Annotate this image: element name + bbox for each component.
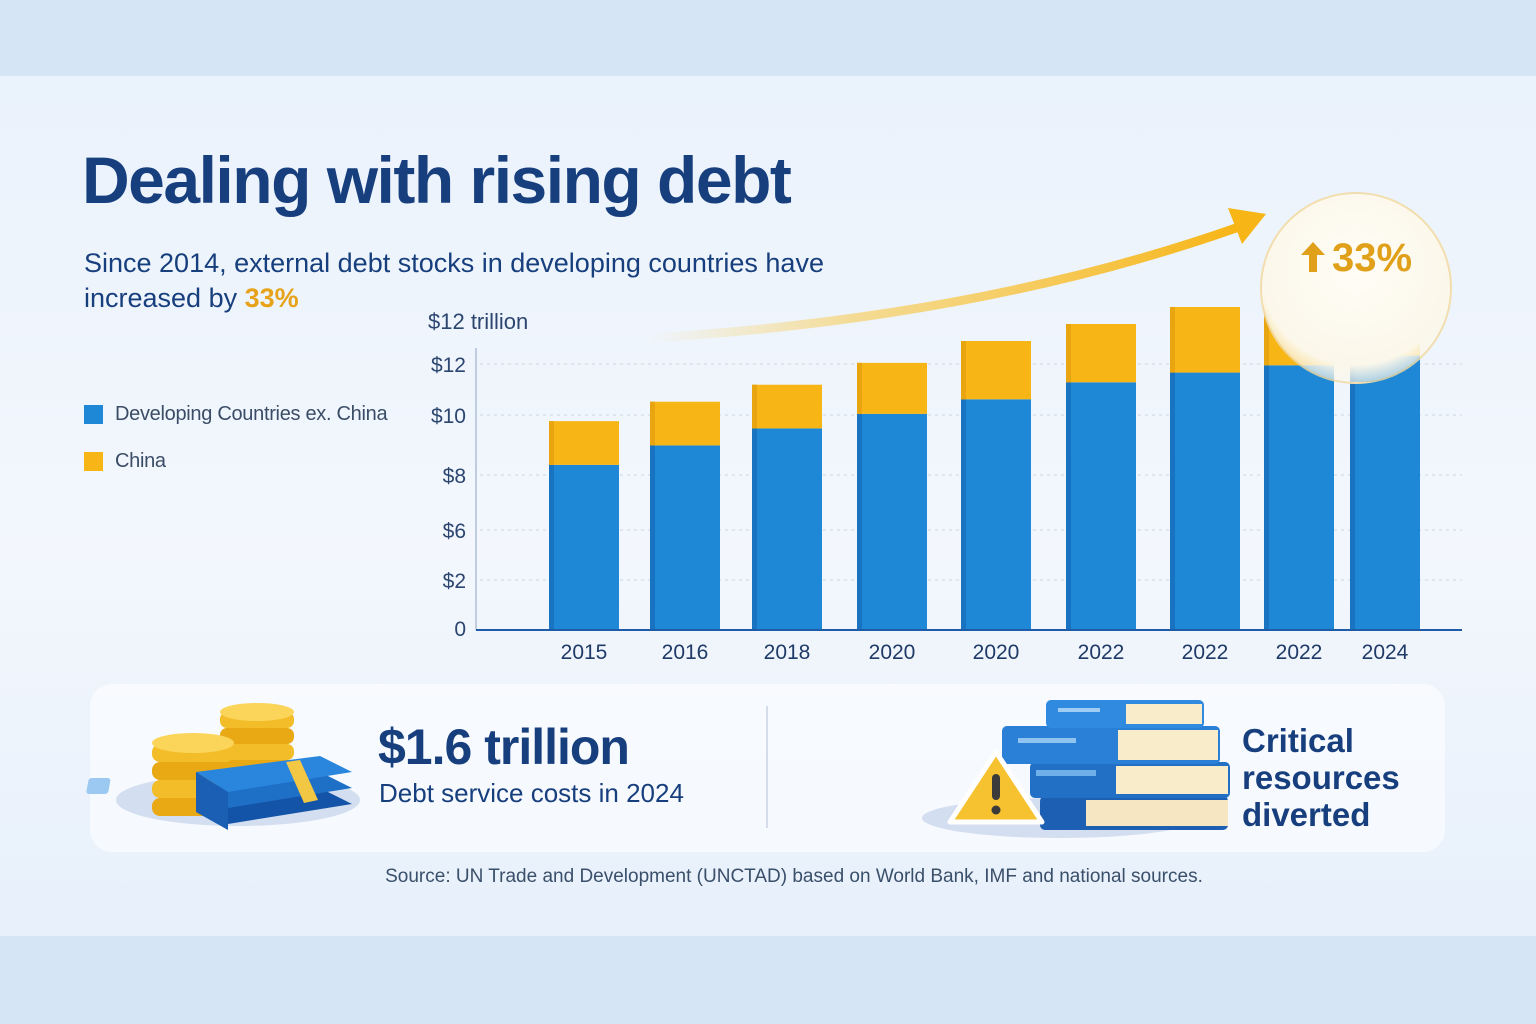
- y-axis-unit-label: $12 trillion: [428, 309, 528, 334]
- subtitle: Since 2014, external debt stocks in deve…: [84, 246, 864, 316]
- books-with-warning-icon: [947, 700, 1230, 830]
- legend-swatch-china: [84, 451, 103, 471]
- bar-developing-shade: [549, 464, 554, 630]
- stacked-bar-chart: 0 $2 $6 $8 $10 $12 $12 trillion 2015 2016 2018 202…: [428, 208, 1462, 664]
- bar-china: [1066, 324, 1136, 383]
- bar-china: [549, 421, 619, 465]
- y-tick-label: $8: [443, 465, 466, 488]
- debt-service-label: Debt service costs in 2024: [379, 778, 684, 808]
- bar-china: [961, 341, 1031, 400]
- bar-china: [1170, 307, 1240, 373]
- bar-developing-shade: [1264, 365, 1269, 630]
- increase-badge-value: 33%: [1331, 236, 1413, 280]
- x-tick-label: 2020: [973, 641, 1020, 664]
- bar-china: [650, 401, 720, 446]
- bar-developing-shade: [1350, 355, 1355, 630]
- trend-arrow-head-icon: [1228, 208, 1266, 244]
- legend-item-china: China: [84, 449, 387, 473]
- x-tick-label: 2022: [1182, 641, 1229, 664]
- source-note: Source: UN Trade and Development (UNCTAD…: [385, 866, 1203, 887]
- x-tick-label: 2015: [561, 641, 608, 664]
- bar-developing-shade: [650, 445, 655, 630]
- trend-arrow-line: [645, 223, 1241, 343]
- y-tick-label: $2: [443, 570, 466, 593]
- bar-developing: [1066, 382, 1136, 630]
- bar-developing-shade: [752, 428, 757, 630]
- bar-china-shade: [1066, 324, 1071, 383]
- bar-china: [857, 362, 927, 414]
- debt-service-value: $1.6 trillion: [378, 719, 630, 775]
- stats-divider: [766, 706, 768, 828]
- x-tick-label: 2020: [869, 641, 916, 664]
- bar-developing: [1264, 365, 1334, 630]
- chart-legend: Developing Countries ex. China China: [84, 402, 388, 496]
- x-tick-label: 2024: [1362, 641, 1409, 664]
- x-tick-label: 2016: [662, 641, 709, 664]
- bar-developing: [1350, 355, 1420, 630]
- x-tick-label: 2018: [764, 641, 811, 664]
- legend-label-developing: Developing Countries ex. China: [115, 402, 388, 425]
- legend-swatch-developing: [84, 404, 103, 424]
- impact-label: Critical resources diverted: [1242, 722, 1400, 833]
- bar-china-shade: [857, 362, 862, 414]
- bar-china-shade: [1170, 307, 1175, 373]
- bar-developing: [857, 413, 927, 630]
- bar-developing: [752, 428, 822, 630]
- chart-bars: [549, 282, 1420, 630]
- bar-china-shade: [752, 384, 757, 429]
- bar-developing: [549, 464, 619, 630]
- bar-developing: [961, 399, 1031, 630]
- bar-developing: [1170, 372, 1240, 630]
- bar-china: [752, 384, 822, 429]
- bar-developing: [650, 445, 720, 630]
- coins-and-cash-icon: [86, 703, 360, 830]
- page-title: Dealing with rising debt: [82, 143, 792, 217]
- increase-badge: [1260, 192, 1452, 384]
- bar-china-shade: [549, 421, 554, 465]
- legend-label-china: China: [115, 449, 166, 472]
- y-tick-label: $10: [431, 405, 466, 428]
- subtitle-text: Since 2014, external debt stocks in deve…: [84, 248, 824, 313]
- bar-developing-shade: [857, 413, 862, 630]
- y-tick-label: 0: [454, 618, 466, 641]
- y-tick-label: $6: [443, 520, 466, 543]
- legend-item-developing: Developing Countries ex. China: [84, 402, 388, 426]
- x-tick-label: 2022: [1276, 641, 1323, 664]
- y-tick-label: $12: [431, 354, 466, 377]
- bar-china-shade: [1264, 292, 1269, 366]
- bar-china-shade: [961, 341, 966, 400]
- bar-developing-shade: [1066, 382, 1071, 630]
- chart-axes: 0 $2 $6 $8 $10 $12 $12 trillion 2015 2016 2018 202…: [428, 309, 1462, 664]
- up-arrow-icon: [1300, 242, 1325, 272]
- bar-developing-shade: [961, 399, 966, 630]
- bar-china-shade: [650, 401, 655, 446]
- increase-badge-label: 33%: [1286, 236, 1426, 281]
- bar-developing-shade: [1170, 372, 1175, 630]
- x-tick-label: 2022: [1078, 641, 1125, 664]
- subtitle-highlight: 33%: [244, 283, 299, 313]
